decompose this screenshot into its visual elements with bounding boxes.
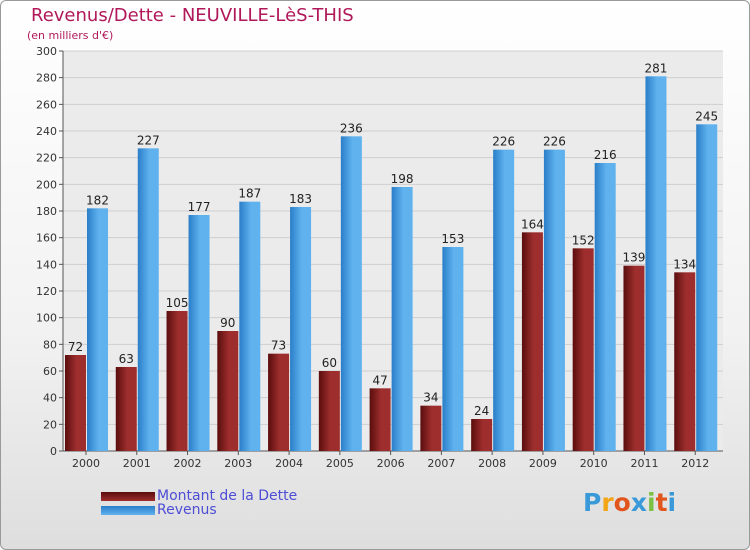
y-tick-label: 280	[36, 72, 57, 85]
y-tick-label: 0	[50, 445, 57, 458]
data-label-revenus: 198	[391, 172, 414, 186]
x-tick-label: 2009	[529, 457, 557, 470]
y-tick-label: 160	[36, 232, 57, 245]
legend-item-dette: Montant de la Dette	[101, 488, 298, 504]
chart-title: Revenus/Dette - NEUVILLE-LèS-THIS	[31, 5, 354, 26]
logo-letter: o	[613, 488, 631, 517]
legend-label-revenus: Revenus	[157, 502, 217, 518]
y-tick-label: 20	[43, 418, 57, 431]
x-tick-label: 2012	[681, 457, 709, 470]
x-tick-label: 2011	[630, 457, 658, 470]
x-tick-label: 2000	[72, 457, 100, 470]
y-tick-label: 180	[36, 205, 57, 218]
x-tick-label: 2010	[580, 457, 608, 470]
bar-revenus	[442, 247, 464, 451]
bar-revenus	[493, 149, 515, 451]
bar-dette	[674, 272, 696, 451]
x-tick-label: 2004	[275, 457, 303, 470]
logo-letter: x	[630, 488, 647, 517]
x-tick-label: 2002	[174, 457, 202, 470]
data-label-revenus: 153	[441, 232, 464, 246]
data-label-dette: 134	[673, 257, 696, 271]
data-label-revenus: 182	[86, 193, 109, 207]
x-tick-label: 2005	[326, 457, 354, 470]
data-label-revenus: 245	[695, 109, 718, 123]
data-label-revenus: 227	[137, 133, 160, 147]
logo-letter: i	[667, 488, 677, 517]
y-tick-label: 100	[36, 312, 57, 325]
bar-revenus	[543, 149, 565, 451]
legend-swatch-revenus	[101, 505, 155, 515]
bar-dette	[65, 355, 86, 451]
data-label-dette: 90	[220, 316, 235, 330]
legend-item-revenus: Revenus	[101, 502, 217, 518]
y-tick-label: 240	[36, 125, 57, 138]
y-tick-label: 120	[36, 285, 57, 298]
data-label-dette: 34	[423, 391, 438, 405]
data-label-dette: 60	[322, 356, 337, 370]
data-label-dette: 72	[68, 340, 83, 354]
data-label-dette: 105	[166, 296, 189, 310]
bar-revenus	[188, 215, 210, 451]
bar-dette	[166, 311, 188, 451]
proxiti-logo: Proxiti	[583, 488, 676, 517]
logo-letter: i	[647, 488, 656, 517]
data-label-revenus: 187	[238, 187, 261, 201]
legend-label-dette: Montant de la Dette	[157, 488, 298, 504]
data-label-dette: 73	[271, 339, 286, 353]
data-label-dette: 47	[372, 373, 387, 387]
data-label-dette: 139	[623, 251, 646, 265]
bar-dette	[217, 331, 239, 451]
data-label-dette: 152	[572, 233, 595, 247]
data-label-dette: 63	[119, 352, 134, 366]
data-label-revenus: 281	[645, 61, 668, 75]
bar-revenus	[239, 201, 261, 451]
data-label-revenus: 226	[543, 135, 566, 149]
x-tick-label: 2006	[377, 457, 405, 470]
y-tick-label: 220	[36, 152, 57, 165]
bar-revenus	[340, 136, 362, 452]
legend-swatch-dette	[101, 491, 155, 501]
bar-revenus	[87, 208, 108, 451]
data-label-revenus: 216	[594, 148, 617, 162]
x-tick-label: 2008	[478, 457, 506, 470]
y-tick-label: 60	[43, 365, 57, 378]
y-tick-label: 200	[36, 178, 57, 191]
data-label-dette: 24	[474, 404, 489, 418]
y-tick-label: 260	[36, 98, 57, 111]
bar-revenus	[391, 187, 413, 451]
logo-letter: r	[601, 488, 614, 517]
y-tick-label: 140	[36, 258, 57, 271]
bar-revenus	[290, 207, 312, 451]
bar-dette	[115, 367, 137, 451]
bar-dette	[623, 265, 645, 451]
y-tick-label: 80	[43, 338, 57, 351]
bar-dette	[572, 248, 594, 451]
bar-revenus	[594, 163, 616, 451]
bar-dette	[369, 388, 391, 451]
bar-dette	[420, 405, 442, 451]
bar-revenus	[137, 148, 159, 452]
bar-revenus	[645, 76, 667, 451]
x-tick-label: 2007	[427, 457, 455, 470]
y-tick-label: 300	[36, 45, 57, 58]
y-tick-label: 40	[43, 392, 57, 405]
x-tick-label: 2001	[123, 457, 151, 470]
bar-dette	[268, 353, 290, 451]
data-label-revenus: 236	[340, 121, 363, 135]
data-label-revenus: 177	[188, 200, 211, 214]
data-label-dette: 164	[521, 217, 544, 231]
bar-dette	[318, 371, 340, 451]
data-label-revenus: 183	[289, 192, 312, 206]
x-tick-label: 2003	[224, 457, 252, 470]
data-label-revenus: 226	[492, 135, 515, 149]
bar-dette	[471, 419, 493, 451]
bar-dette	[521, 232, 543, 451]
logo-letter: t	[655, 488, 668, 517]
chart-subtitle: (en milliers d'€)	[27, 29, 114, 42]
logo-letter: P	[583, 488, 602, 517]
bar-revenus	[696, 124, 718, 451]
